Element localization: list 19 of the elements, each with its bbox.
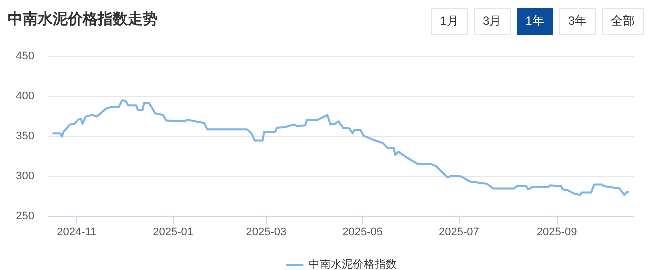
legend-label: 中南水泥价格指数	[309, 258, 397, 270]
range-button[interactable]: 1月	[431, 8, 468, 35]
x-tick-label: 2025-07	[438, 226, 480, 238]
range-button[interactable]: 1年	[516, 8, 554, 35]
x-tick-label: 2025-05	[342, 226, 384, 238]
y-tick-label: 400	[16, 90, 34, 102]
range-button[interactable]: 全部	[602, 8, 644, 35]
chart-title: 中南水泥价格指数走势	[8, 10, 158, 29]
y-tick-label: 300	[16, 170, 34, 182]
x-tick-label: 2025-09	[536, 226, 578, 238]
range-button[interactable]: 3年	[559, 8, 596, 35]
line-series	[52, 100, 630, 196]
y-tick-label: 450	[16, 50, 34, 62]
y-tick-label: 250	[16, 210, 34, 222]
range-button[interactable]: 3月	[474, 8, 511, 35]
y-tick-label: 350	[16, 130, 34, 142]
x-tick-label: 2024-11	[57, 226, 97, 238]
x-tick-label: 2025-03	[246, 226, 287, 238]
x-tick-label: 2025-01	[153, 226, 194, 238]
